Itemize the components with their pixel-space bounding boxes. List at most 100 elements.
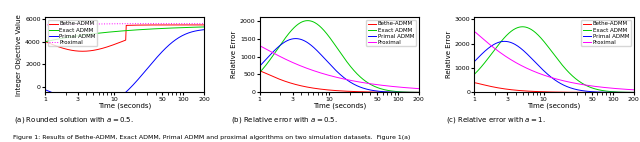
Line: Exact ADMM: Exact ADMM xyxy=(474,27,634,92)
Proximal xyxy=(390,86,397,87)
Line: Exact ADMM: Exact ADMM xyxy=(45,27,204,42)
Line: Primal ADMM: Primal ADMM xyxy=(474,41,634,92)
Primal ADMM xyxy=(471,60,479,62)
Line: Proximal: Proximal xyxy=(260,46,419,89)
Proximal xyxy=(166,23,173,24)
Bethe-ADMM xyxy=(175,24,183,26)
Bethe-ADMM xyxy=(470,82,478,83)
Proximal xyxy=(200,23,208,24)
Exact ADMM xyxy=(42,41,49,43)
Proximal xyxy=(42,24,49,26)
Exact ADMM xyxy=(41,41,49,43)
Text: (c) Relative error with $a = 1$.: (c) Relative error with $a = 1$. xyxy=(446,115,546,125)
X-axis label: Time (seconds): Time (seconds) xyxy=(527,103,580,109)
Primal ADMM xyxy=(354,85,362,87)
Primal ADMM xyxy=(257,65,264,66)
Proximal xyxy=(135,23,143,24)
Primal ADMM xyxy=(139,73,147,75)
Legend: Bethe-ADMM, Exact ADMM, Primal ADMM, Proximal: Bethe-ADMM, Exact ADMM, Primal ADMM, Pro… xyxy=(581,20,631,46)
Y-axis label: Integer Objective Value: Integer Objective Value xyxy=(16,14,22,96)
Text: (b) Relative error with $a = 0.5$.: (b) Relative error with $a = 0.5$. xyxy=(231,115,339,125)
Exact ADMM xyxy=(518,26,526,28)
Bethe-ADMM xyxy=(257,70,264,72)
Primal ADMM xyxy=(568,88,576,89)
Primal ADMM xyxy=(566,87,573,88)
Proximal xyxy=(186,23,193,24)
Exact ADMM xyxy=(471,73,479,75)
X-axis label: Time (seconds): Time (seconds) xyxy=(98,103,151,109)
Proximal xyxy=(256,45,264,47)
Line: Exact ADMM: Exact ADMM xyxy=(260,21,419,92)
Line: Proximal: Proximal xyxy=(45,24,204,25)
Bethe-ADMM xyxy=(565,91,573,93)
Proximal xyxy=(415,88,422,89)
Bethe-ADMM xyxy=(139,24,147,26)
Text: (a) Rounded solution with $a = 0.5$.: (a) Rounded solution with $a = 0.5$. xyxy=(13,115,134,125)
Bethe-ADMM xyxy=(200,24,208,26)
Primal ADMM xyxy=(200,29,208,31)
Primal ADMM xyxy=(401,91,408,93)
Exact ADMM xyxy=(354,74,362,75)
Bethe-ADMM xyxy=(471,82,479,84)
Line: Primal ADMM: Primal ADMM xyxy=(260,39,419,92)
Proximal xyxy=(615,88,623,90)
Bethe-ADMM xyxy=(390,91,397,93)
Bethe-ADMM xyxy=(136,24,143,26)
Bethe-ADMM xyxy=(256,70,264,72)
Exact ADMM xyxy=(630,91,637,93)
Proximal xyxy=(350,80,358,82)
Primal ADMM xyxy=(630,92,637,93)
Exact ADMM xyxy=(136,29,143,31)
Proximal xyxy=(568,82,576,83)
Bethe-ADMM xyxy=(565,91,573,93)
Bethe-ADMM xyxy=(350,91,358,92)
Proximal xyxy=(605,87,612,89)
Line: Bethe-ADMM: Bethe-ADMM xyxy=(45,25,204,51)
Primal ADMM xyxy=(500,40,508,42)
Proximal xyxy=(351,80,358,82)
Proximal xyxy=(41,24,49,26)
Line: Primal ADMM: Primal ADMM xyxy=(45,30,204,107)
Primal ADMM xyxy=(470,61,478,62)
Bethe-ADMM xyxy=(605,92,612,93)
Exact ADMM xyxy=(304,20,312,21)
Exact ADMM xyxy=(175,27,183,29)
Proximal xyxy=(565,81,573,83)
Bethe-ADMM xyxy=(136,24,144,26)
Primal ADMM xyxy=(351,84,358,85)
Bethe-ADMM xyxy=(42,41,49,42)
Line: Bethe-ADMM: Bethe-ADMM xyxy=(260,71,419,92)
Bethe-ADMM xyxy=(630,92,637,93)
Primal ADMM xyxy=(90,106,98,108)
Legend: Bethe-ADMM, Exact ADMM, Primal ADMM, Proximal: Bethe-ADMM, Exact ADMM, Primal ADMM, Pro… xyxy=(366,20,416,46)
Exact ADMM xyxy=(185,27,193,28)
Primal ADMM xyxy=(186,32,193,33)
Primal ADMM xyxy=(175,36,183,38)
Proximal xyxy=(175,23,183,24)
Proximal xyxy=(470,31,478,33)
Bethe-ADMM xyxy=(568,91,576,93)
Primal ADMM xyxy=(390,91,398,93)
Exact ADMM xyxy=(566,73,573,74)
X-axis label: Time (seconds): Time (seconds) xyxy=(312,103,366,109)
Exact ADMM xyxy=(616,91,623,93)
Exact ADMM xyxy=(470,73,478,75)
Text: Figure 1: Results of Bethe-ADMM, Exact ADMM, Primal ADMM and proximal algorithms: Figure 1: Results of Bethe-ADMM, Exact A… xyxy=(13,135,410,140)
Primal ADMM xyxy=(256,65,264,67)
Bethe-ADMM xyxy=(41,40,49,42)
Exact ADMM xyxy=(351,70,358,72)
Proximal xyxy=(565,81,573,83)
Proximal xyxy=(471,31,479,33)
Line: Proximal: Proximal xyxy=(474,32,634,90)
Primal ADMM xyxy=(616,92,623,93)
Primal ADMM xyxy=(351,84,359,86)
Exact ADMM xyxy=(568,75,576,77)
Exact ADMM xyxy=(565,72,573,74)
Bethe-ADMM xyxy=(415,92,422,93)
Proximal xyxy=(630,89,637,91)
Proximal xyxy=(353,81,361,83)
Exact ADMM xyxy=(200,26,208,28)
Bethe-ADMM xyxy=(400,91,408,93)
Primal ADMM xyxy=(565,87,573,88)
Bethe-ADMM xyxy=(351,91,358,92)
